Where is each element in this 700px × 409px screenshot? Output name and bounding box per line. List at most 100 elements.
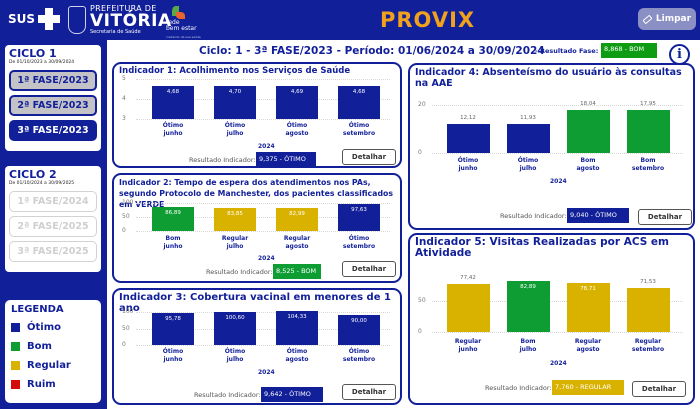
result-value: 8,525 - BOM	[273, 264, 321, 279]
gridline	[136, 217, 390, 218]
bar-julho[interactable]: 4,70	[214, 86, 256, 119]
bar-value-label: 97,63	[351, 206, 367, 213]
bar-value-label: 18,04	[580, 100, 596, 107]
ciclo-1-panel: CICLO 1 De 01/10/2023 a 30/09/2024 1ª FA…	[5, 45, 101, 151]
gridline	[136, 203, 390, 204]
app-title: PROVIX	[380, 8, 476, 32]
x-axis-label: Ótimo agosto	[285, 348, 309, 363]
ciclo-title: CICLO 2	[9, 168, 57, 181]
y-tick-label: 5	[122, 75, 126, 82]
x-axis-label: Regular agosto	[283, 235, 311, 250]
result-value: 7,760 - REGULAR	[552, 380, 624, 395]
legend-panel: LEGENDA Ótimo Bom Regular Ruim	[5, 300, 101, 403]
indicator-title: Indicador 1: Acolhimento nos Serviços de…	[119, 66, 351, 76]
phase-button-3-2023[interactable]: 3ª FASE/2023	[9, 120, 97, 141]
detail-button[interactable]: Detalhar	[342, 261, 396, 277]
gridline	[432, 332, 683, 333]
bar-setembro[interactable]: 97,63	[338, 203, 380, 231]
ciclo-date-range: De 01/10/2023 a 30/09/2024	[9, 60, 75, 65]
x-axis-label: Ótimo julho	[224, 122, 246, 137]
x-axis-label: Ótimo agosto	[285, 122, 309, 137]
phase-button-1-2024[interactable]: 1ª FASE/2024	[9, 191, 97, 212]
phase-button-2-2023[interactable]: 2ª FASE/2023	[9, 95, 97, 116]
x-axis-label: Bom julho	[519, 338, 537, 353]
detail-button[interactable]: Detalhar	[632, 381, 686, 397]
y-tick-label: 0	[418, 328, 422, 335]
ciclo-title: CICLO 1	[9, 47, 57, 60]
legend-label: Ruim	[27, 379, 56, 390]
detail-button[interactable]: Detalhar	[342, 384, 396, 400]
gridline	[136, 99, 390, 100]
swatch-icon	[11, 380, 20, 389]
bar-value-label: 11,93	[520, 115, 536, 122]
indicator-title: Indicador 3: Cobertura vacinal em menore…	[119, 292, 391, 314]
y-tick-label: 0	[418, 149, 422, 156]
y-tick-label: 20	[418, 101, 426, 108]
phase-button-2-2025[interactable]: 2ª FASE/2025	[9, 216, 97, 237]
bar-value-label: 17,95	[640, 100, 656, 107]
leaf-icon	[176, 12, 185, 19]
info-icon[interactable]: i	[669, 44, 690, 65]
bar-junho[interactable]: 4,68	[152, 86, 194, 119]
bar-julho[interactable]: 11,93	[506, 115, 550, 153]
bar-value-label: 100,60	[225, 314, 245, 321]
bar-agosto[interactable]: 18,04	[566, 101, 610, 153]
bar-agosto[interactable]: 104,33	[276, 310, 318, 345]
phase-result-label: - Resultado Fase:	[535, 47, 599, 55]
bar-agosto[interactable]: 82,99	[276, 207, 318, 231]
legend-label: Bom	[27, 341, 52, 352]
bar-setembro[interactable]: 71,53	[626, 279, 670, 332]
indicator-5-card: Indicador 5: Visitas Realizadas por ACS …	[408, 233, 695, 405]
x-axis-label: Ótimo setembro	[342, 235, 376, 250]
result-label: Resultado Indicador:	[194, 391, 261, 399]
x-axis-label: Regular junho	[454, 338, 482, 353]
subheader: Ciclo: 1 - 3ª FASE/2023 - Período: 01/06…	[107, 40, 700, 65]
bar-setembro[interactable]: 4,68	[338, 86, 380, 119]
bar-julho[interactable]: 82,89	[506, 280, 550, 332]
bar-value-label: 4,69	[290, 89, 304, 95]
y-tick-label: 50	[418, 297, 426, 304]
gridline	[432, 105, 683, 106]
x-axis-label: Regular setembro	[631, 338, 665, 353]
bar-julho[interactable]: 83,85	[214, 207, 256, 231]
bar-value-label: 86,89	[165, 209, 181, 216]
detail-button[interactable]: Detalhar	[638, 209, 692, 225]
x-axis-group-label: 2024	[258, 255, 275, 262]
result-label: Resultado Indicador:	[206, 268, 273, 276]
eraser-icon	[642, 14, 653, 24]
result-value: 9,040 - ÓTIMO	[567, 208, 629, 223]
detail-button[interactable]: Detalhar	[342, 149, 396, 165]
bar-setembro[interactable]: 17,95	[626, 101, 670, 153]
crest-icon	[68, 6, 86, 34]
bar-value-label: 95,78	[165, 316, 181, 323]
bar-agosto[interactable]: 4,69	[276, 86, 318, 119]
bar-junho[interactable]: 95,78	[152, 313, 194, 345]
phase-button-1-2023[interactable]: 1ª FASE/2023	[9, 70, 97, 91]
bar-junho[interactable]: 12,12	[446, 115, 490, 153]
legend-item-ruim: Ruim	[11, 375, 95, 394]
bar-junho[interactable]: 77,42	[446, 275, 490, 332]
result-label: Resultado Indicador:	[500, 212, 567, 220]
y-tick-label: 50	[122, 324, 130, 332]
phase-result-value: 8,868 - BOM	[601, 43, 657, 58]
bar-setembro[interactable]: 90,00	[338, 315, 380, 345]
indicator-title: Indicador 4: Absenteísmo do usuário às c…	[415, 67, 682, 89]
bar-value-label: 104,33	[287, 313, 307, 320]
indicator-title: Indicador 5: Visitas Realizadas por ACS …	[415, 236, 669, 259]
gridline	[136, 79, 390, 80]
x-axis-label: Ótimo junho	[162, 348, 184, 363]
bar-junho[interactable]: 86,89	[152, 206, 194, 231]
prefeitura-logo: PREFEITURA DE VITÓRIA Secretaria de Saúd…	[68, 4, 172, 35]
legend-item-regular: Regular	[11, 356, 95, 375]
x-axis-label: Ótimo junho	[457, 157, 479, 172]
result-value: 9,375 - ÓTIMO	[256, 152, 316, 167]
x-axis-label: Bom setembro	[631, 157, 665, 172]
bar-julho[interactable]: 100,60	[214, 311, 256, 345]
bar-agosto[interactable]: 78,71	[566, 283, 610, 332]
period-title: Ciclo: 1 - 3ª FASE/2023 - Período: 01/06…	[199, 45, 545, 57]
sus-logo: SUS	[8, 8, 61, 30]
indicator-title: Indicador 2: Tempo de espera dos atendim…	[119, 178, 394, 209]
phase-button-3-2025[interactable]: 3ª FASE/2025	[9, 241, 97, 262]
gridline	[136, 345, 390, 346]
clear-button[interactable]: Limpar	[638, 8, 696, 30]
